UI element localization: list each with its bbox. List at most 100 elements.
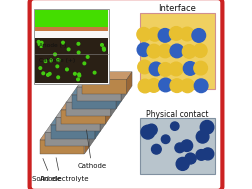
Circle shape (171, 122, 179, 130)
Polygon shape (56, 117, 100, 131)
Circle shape (161, 135, 170, 143)
Circle shape (138, 79, 152, 93)
Circle shape (66, 68, 68, 71)
Circle shape (42, 72, 45, 75)
Circle shape (77, 78, 79, 81)
Polygon shape (40, 132, 90, 140)
Circle shape (196, 149, 207, 160)
Circle shape (86, 56, 89, 58)
Circle shape (40, 41, 43, 44)
Circle shape (146, 124, 157, 135)
Text: Solid electrolyte: Solid electrolyte (32, 158, 88, 182)
Circle shape (158, 29, 172, 42)
Circle shape (54, 53, 56, 56)
Circle shape (48, 73, 51, 75)
Bar (35, 38, 108, 83)
Circle shape (200, 120, 214, 134)
Bar (140, 118, 215, 174)
Circle shape (44, 60, 47, 63)
Circle shape (159, 44, 172, 58)
Text: Cathode: Cathode (77, 130, 106, 170)
Circle shape (175, 143, 185, 153)
Circle shape (182, 45, 196, 58)
Polygon shape (45, 132, 90, 146)
Circle shape (159, 63, 172, 76)
Polygon shape (56, 110, 106, 117)
Polygon shape (116, 87, 121, 109)
Circle shape (149, 62, 163, 76)
Circle shape (57, 59, 60, 61)
Circle shape (78, 73, 80, 76)
Bar (34, 9, 109, 84)
Polygon shape (61, 102, 111, 110)
Circle shape (159, 78, 172, 92)
Polygon shape (67, 94, 116, 102)
Circle shape (83, 62, 86, 65)
Polygon shape (72, 94, 116, 109)
Circle shape (78, 74, 81, 77)
Circle shape (194, 61, 207, 75)
Circle shape (137, 43, 151, 57)
Polygon shape (106, 102, 111, 124)
Text: Anode (-): Anode (-) (39, 43, 67, 48)
Text: Cathode (+): Cathode (+) (39, 58, 75, 63)
Circle shape (186, 154, 196, 163)
Circle shape (103, 48, 105, 51)
Circle shape (77, 43, 80, 45)
Circle shape (192, 29, 206, 42)
Circle shape (170, 79, 184, 92)
Circle shape (180, 27, 194, 41)
Circle shape (40, 45, 43, 47)
Polygon shape (127, 72, 132, 94)
Circle shape (169, 27, 183, 40)
Polygon shape (77, 87, 121, 101)
Circle shape (93, 71, 96, 74)
Circle shape (183, 62, 197, 75)
Text: Interface: Interface (158, 4, 196, 13)
Text: Anode: Anode (40, 159, 62, 182)
Circle shape (57, 76, 59, 79)
Polygon shape (51, 125, 95, 139)
Circle shape (147, 79, 161, 92)
Circle shape (185, 153, 196, 164)
Circle shape (39, 67, 42, 69)
Circle shape (194, 79, 208, 93)
Circle shape (38, 43, 41, 46)
Circle shape (196, 130, 209, 143)
Circle shape (37, 40, 40, 43)
Circle shape (56, 65, 59, 68)
Polygon shape (82, 79, 127, 94)
Polygon shape (61, 110, 106, 124)
Text: Physical contact: Physical contact (146, 110, 208, 119)
Circle shape (170, 44, 184, 58)
Polygon shape (45, 125, 95, 132)
Polygon shape (51, 117, 100, 125)
Circle shape (138, 60, 151, 74)
Polygon shape (90, 125, 95, 146)
Circle shape (141, 125, 155, 139)
Circle shape (181, 79, 194, 93)
Polygon shape (84, 132, 90, 154)
Circle shape (101, 44, 103, 46)
Polygon shape (95, 117, 100, 139)
Polygon shape (40, 140, 84, 154)
Circle shape (74, 72, 76, 75)
Circle shape (137, 28, 150, 41)
Circle shape (50, 59, 52, 62)
Polygon shape (67, 102, 111, 116)
Polygon shape (72, 87, 121, 94)
Polygon shape (82, 72, 132, 79)
Circle shape (67, 48, 70, 51)
Bar (140, 13, 215, 89)
Circle shape (194, 44, 207, 57)
Circle shape (169, 62, 183, 76)
Circle shape (148, 28, 162, 41)
Bar (35, 10, 108, 27)
Polygon shape (100, 110, 106, 131)
Circle shape (57, 59, 59, 61)
Circle shape (147, 44, 161, 58)
Polygon shape (121, 79, 127, 101)
Circle shape (47, 74, 49, 76)
Bar (35, 27, 108, 31)
Circle shape (77, 51, 80, 54)
